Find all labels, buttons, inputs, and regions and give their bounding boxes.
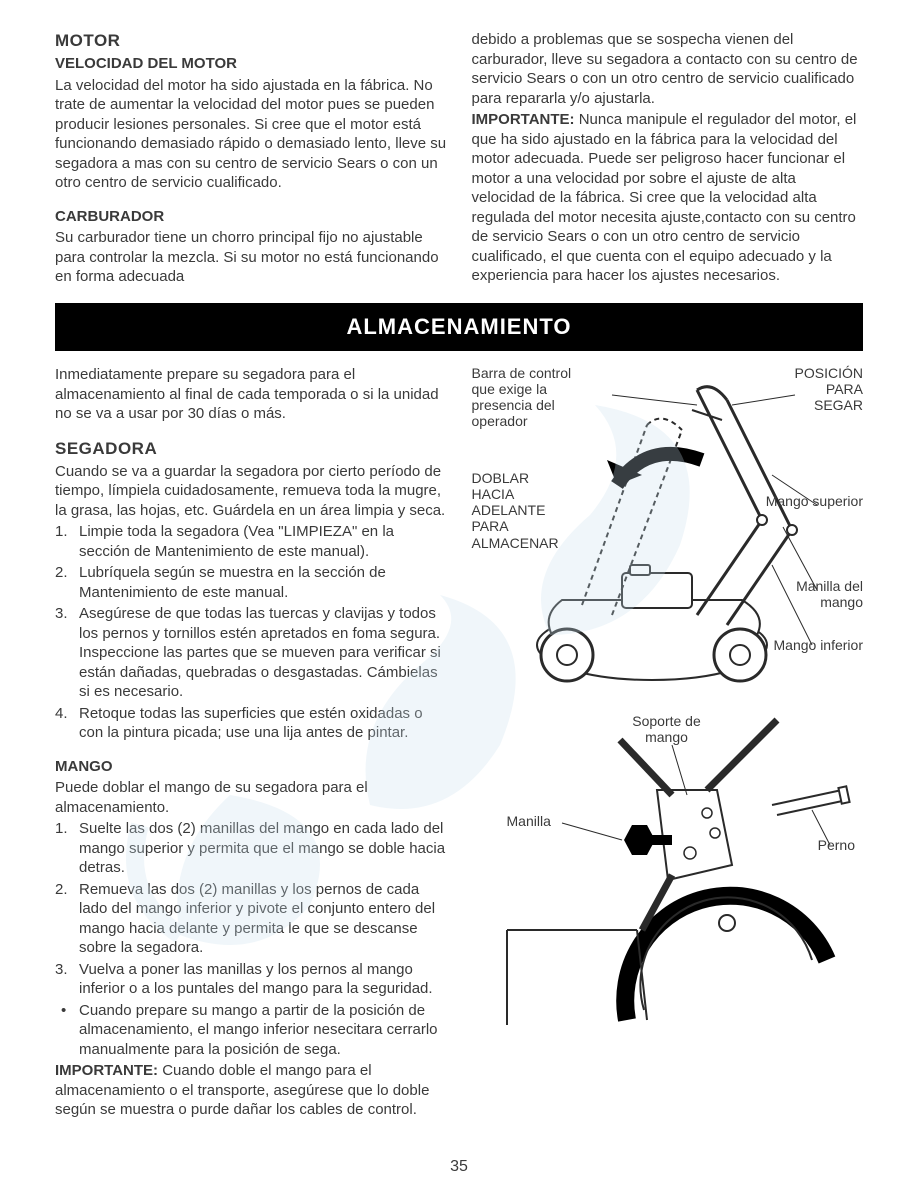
segadora-list: 1.Limpie toda la segadora (Vea "LIMPIEZA… [55, 522, 447, 743]
fig2-label-soporte: Soporte de mango [627, 713, 707, 745]
list-number: 1. [55, 522, 79, 561]
top-columns: MOTOR VELOCIDAD DEL MOTOR La velocidad d… [55, 30, 863, 289]
fig1-label-barra: Barra de control que exige la presencia … [472, 365, 582, 429]
list-item: 1.Limpie toda la segadora (Vea "LIMPIEZA… [55, 522, 447, 561]
label-importante-2: IMPORTANTE: [55, 1062, 158, 1079]
page-number: 35 [0, 1157, 918, 1178]
mango-list: 1.Suelte las dos (2) manillas del mango … [55, 819, 447, 999]
para-intro: Inmediatamente prepare su segadora para … [55, 365, 447, 424]
bottom-right-col: Barra de control que exige la presencia … [472, 365, 864, 1122]
figure-mower-handle: Barra de control que exige la presencia … [472, 365, 864, 705]
heading-carburador: CARBURADOR [55, 207, 447, 227]
para-velocidad: La velocidad del motor ha sido ajustada … [55, 76, 447, 193]
bullet-dot: • [55, 1001, 79, 1060]
para-carburador: Su carburador tiene un chorro principal … [55, 228, 447, 287]
list-number: 4. [55, 704, 79, 743]
list-text: Remueva las dos (2) manillas y los perno… [79, 880, 447, 958]
bottom-left-col: Inmediatamente prepare su segadora para … [55, 365, 447, 1122]
para-mango: Puede doblar el mango de su segadora par… [55, 778, 447, 817]
list-text: Suelte las dos (2) manillas del mango en… [79, 819, 447, 878]
fig1-label-minf: Mango inferior [774, 637, 864, 653]
para-importante-1: IMPORTANTE: Nunca manipule el regulador … [472, 110, 864, 286]
list-text: Vuelva a poner las manillas y los pernos… [79, 960, 447, 999]
list-item: 4.Retoque todas las superficies que esté… [55, 704, 447, 743]
list-item: 3.Vuelva a poner las manillas y los pern… [55, 960, 447, 999]
para-cont: debido a problemas que se sospecha viene… [472, 30, 864, 108]
mango-bullet-text: Cuando prepare su mango a partir de la p… [79, 1001, 447, 1060]
list-text: Retoque todas las superficies que estén … [79, 704, 447, 743]
list-number: 2. [55, 880, 79, 958]
fig1-label-doblar: DOBLAR HACIA ADELANTE PARA ALMACENAR [472, 470, 567, 550]
fig1-label-msup: Mango superior [766, 493, 863, 509]
list-text: Asegúrese de que todas las tuercas y cla… [79, 604, 447, 702]
list-number: 1. [55, 819, 79, 878]
fig1-label-pos: POSICIÓN PARA SEGAR [783, 365, 863, 413]
fig1-label-manilla: Manilla del mango [783, 578, 863, 610]
list-item: 3.Asegúrese de que todas las tuercas y c… [55, 604, 447, 702]
bottom-columns: Inmediatamente prepare su segadora para … [55, 365, 863, 1122]
top-right-col: debido a problemas que se sospecha viene… [472, 30, 864, 289]
bracket-svg [472, 705, 862, 1035]
list-text: Limpie toda la segadora (Vea "LIMPIEZA" … [79, 522, 447, 561]
list-number: 2. [55, 563, 79, 602]
heading-velocidad: VELOCIDAD DEL MOTOR [55, 54, 447, 74]
heading-motor: MOTOR [55, 30, 447, 52]
para-importante-2: IMPORTANTE: Cuando doble el mango para e… [55, 1061, 447, 1120]
list-item: 1.Suelte las dos (2) manillas del mango … [55, 819, 447, 878]
list-text: Lubríquela según se muestra en la secció… [79, 563, 447, 602]
figure-handle-bracket: Soporte de mango Manilla Perno [472, 705, 864, 1035]
fig2-label-perno: Perno [818, 837, 855, 853]
top-left-col: MOTOR VELOCIDAD DEL MOTOR La velocidad d… [55, 30, 447, 289]
list-item: 2.Remueva las dos (2) manillas y los per… [55, 880, 447, 958]
list-number: 3. [55, 960, 79, 999]
text-importante-1: Nunca manipule el regulador del motor, e… [472, 111, 857, 284]
mango-bullet: • Cuando prepare su mango a partir de la… [55, 1001, 447, 1060]
list-item: 2.Lubríquela según se muestra en la secc… [55, 563, 447, 602]
heading-segadora: SEGADORA [55, 438, 447, 460]
list-number: 3. [55, 604, 79, 702]
para-segadora: Cuando se va a guardar la segadora por c… [55, 462, 447, 521]
heading-mango: MANGO [55, 757, 447, 777]
section-banner: ALMACENAMIENTO [55, 303, 863, 352]
label-importante-1: IMPORTANTE: [472, 111, 575, 128]
fig2-label-manilla: Manilla [507, 813, 551, 829]
